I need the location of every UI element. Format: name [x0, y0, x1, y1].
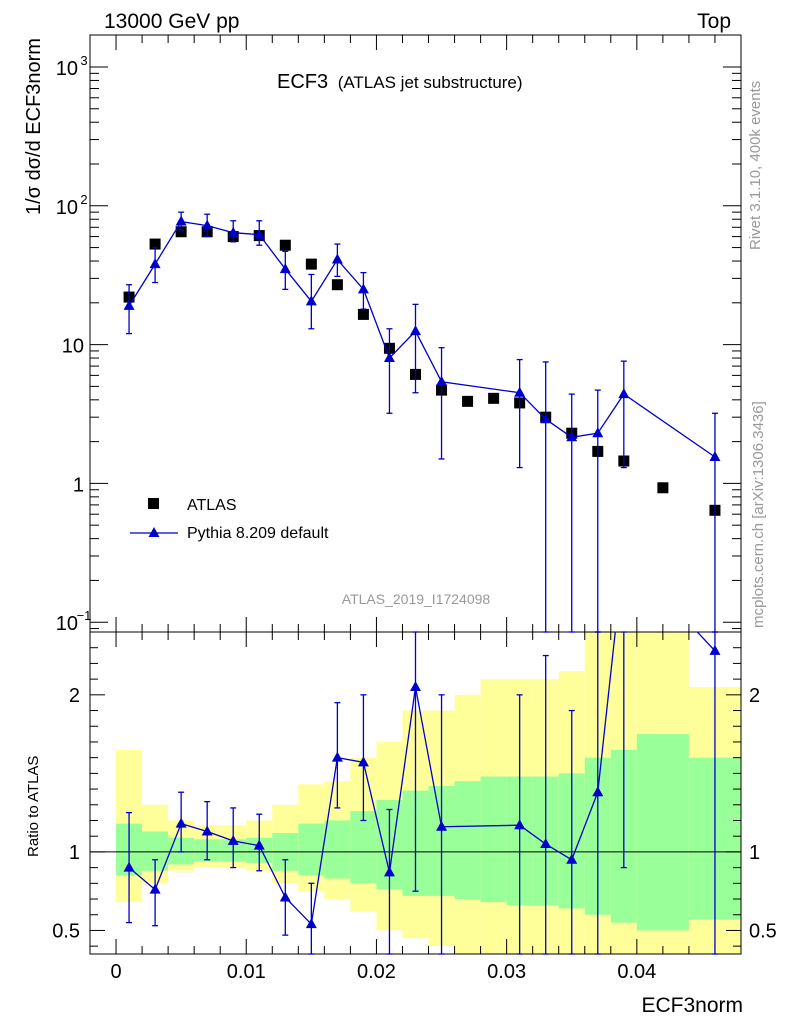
main-y-axis-label-text: 1/σ dσ/d ECF3norm: [23, 38, 45, 215]
main-pythia-point: [149, 258, 161, 269]
green-band-bin: [454, 781, 481, 900]
ratio-pythia-point: [201, 825, 213, 836]
main-pythia-point: [227, 226, 239, 237]
atlas-data-point: [149, 238, 161, 250]
atlas-data-point: [305, 258, 317, 270]
plot-title-main: ECF3: [277, 71, 328, 93]
ratio-y-axis-label: Ratio to ATLAS: [25, 756, 42, 857]
ratio-pythia-point: [383, 866, 395, 877]
main-y-tick-exponent: 2: [80, 192, 87, 207]
main-pythia-point: [123, 299, 135, 310]
main-y-tick-label: 1: [73, 474, 84, 496]
main-pythia-line: [128, 220, 716, 458]
ratio-y-tick-label-right: 1: [749, 842, 760, 864]
main-pythia-point: [410, 325, 421, 336]
main-pythia-point: [618, 388, 630, 399]
atlas-data-point: [488, 392, 500, 404]
main-pythia-point: [201, 219, 213, 230]
main-pythia-point: [514, 386, 526, 397]
ratio-pythia-point: [149, 883, 161, 894]
atlas-data-point: [279, 239, 291, 251]
ratio-pythia-point: [566, 853, 578, 864]
analysis-id: ATLAS_2019_I1724098: [342, 591, 491, 607]
main-y-tick-exponent: −1: [77, 608, 92, 623]
main-pythia-point: [253, 228, 265, 239]
ratio-pythia-point: [436, 820, 448, 831]
x-axis-label: ECF3norm: [641, 994, 743, 1017]
green-band-bin: [350, 811, 377, 884]
legend-atlas-label: ATLAS: [187, 497, 237, 514]
main-pythia-point: [357, 283, 369, 294]
atlas-data-point: [357, 308, 369, 320]
main-pythia-point: [540, 413, 552, 424]
ratio-y-tick-label-right: 0.5: [749, 920, 777, 942]
legend: ATLAS Pythia 8.209 default: [130, 497, 329, 542]
ratio-pythia-point: [123, 861, 135, 872]
ratio-pythia-point: [279, 891, 291, 902]
green-band-bin: [324, 820, 351, 879]
x-tick-label: 0: [110, 961, 121, 983]
ratio-pythia-point: [410, 680, 421, 691]
ratio-pythia-point: [709, 644, 721, 655]
legend-atlas-marker: [148, 498, 159, 509]
plot-title-sub: (ATLAS jet substructure): [338, 73, 523, 92]
x-tick-label: 0.03: [487, 961, 526, 983]
legend-pythia-label: Pythia 8.209 default: [187, 525, 329, 542]
ratio-pythia-point: [514, 819, 526, 830]
ratio-y-tick-label-left: 2: [69, 685, 80, 707]
green-band-bin: [480, 776, 507, 903]
mcplots-label: mcplots.cern.ch [arXiv:1306.3436]: [750, 401, 767, 628]
main-pythia-point: [305, 295, 317, 306]
process-label: 13000 GeV pp: [104, 10, 239, 33]
legend-pythia-marker: [148, 527, 160, 537]
green-band-bin: [636, 734, 689, 931]
ratio-pythia-point: [592, 786, 604, 797]
atlas-data-point: [462, 395, 474, 407]
rivet-label: Rivet 3.1.10, 400k events: [747, 81, 764, 250]
atlas-data-point: [175, 226, 187, 238]
ratio-pythia-point: [540, 838, 552, 849]
main-pythia-point: [175, 215, 187, 226]
ratio-pythia-point: [227, 834, 239, 845]
main-y-axis-label: 1/σ dσ/d ECF3norm: [23, 38, 45, 215]
x-tick-label: 0.01: [227, 961, 266, 983]
data-marks: [123, 211, 721, 955]
ratio-pythia-point: [357, 756, 369, 767]
main-pythia-point: [331, 253, 343, 264]
atlas-data-point: [657, 482, 669, 494]
main-pythia-point: [709, 450, 721, 461]
x-tick-label: 0.04: [617, 961, 656, 983]
main-pythia-point: [383, 352, 395, 363]
ratio-y-tick-label-left: 0.5: [52, 920, 80, 942]
ratio-pythia-point: [253, 839, 265, 850]
main-y-tick-label: 10: [56, 58, 78, 80]
main-y-tick-label: 10: [56, 197, 78, 219]
main-pythia-point: [566, 431, 578, 442]
main-pythia-point: [592, 427, 604, 438]
ratio-pythia-point: [331, 751, 343, 762]
top-label: Top: [697, 10, 731, 33]
atlas-data-point: [331, 279, 343, 291]
plot-title: ECF3 (ATLAS jet substructure): [277, 71, 523, 93]
main-pythia-point: [279, 263, 291, 274]
main-y-tick-label: 10: [62, 336, 84, 358]
ratio-y-tick-label-left: 1: [69, 842, 80, 864]
ratio-pythia-point: [305, 918, 317, 929]
main-pythia-point: [436, 375, 448, 386]
ratio-y-tick-label-right: 2: [749, 685, 760, 707]
main-y-tick-exponent: 3: [80, 53, 87, 68]
x-tick-label: 0.02: [357, 961, 396, 983]
ratio-pythia-point: [175, 817, 187, 828]
main-y-tick-label: 10: [56, 613, 78, 635]
